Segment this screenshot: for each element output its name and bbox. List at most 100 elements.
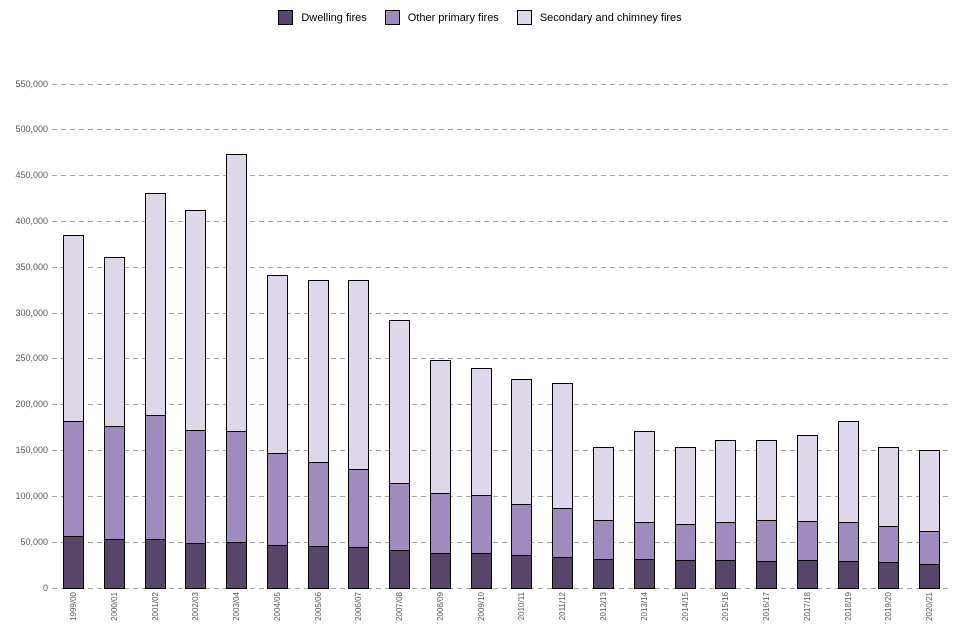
y-tick-label: 100,000 <box>15 490 48 501</box>
y-gridline <box>52 175 950 177</box>
x-tick-label: 2011/12 <box>558 592 568 621</box>
bar-segment-dwelling-fires <box>837 560 859 589</box>
bar-segment-secondary-and-chimney-fires <box>796 434 818 523</box>
legend-label-other-primary-fires: Other primary fires <box>407 11 499 24</box>
bar-segment-dwelling-fires <box>389 549 411 589</box>
bar-segment-secondary-and-chimney-fires <box>837 421 859 524</box>
bar-segment-other-primary-fires <box>837 522 859 562</box>
legend-swatch-dwelling-fires <box>278 10 294 25</box>
legend-swatch-other-primary-fires <box>384 10 400 25</box>
y-gridline <box>52 358 950 360</box>
y-tick-label: 200,000 <box>15 399 48 410</box>
x-tick-label: 2018/19 <box>843 592 853 621</box>
bar-segment-other-primary-fires <box>185 430 207 545</box>
bar-segment-other-primary-fires <box>144 414 166 540</box>
bar-segment-secondary-and-chimney-fires <box>307 280 329 464</box>
y-gridline <box>52 83 950 85</box>
legend: Dwelling fires Other primary fires Secon… <box>0 10 960 25</box>
bar-segment-other-primary-fires <box>796 521 818 561</box>
bar-segment-other-primary-fires <box>226 431 248 544</box>
x-tick-label: 2000/01 <box>109 592 119 621</box>
legend-item-dwelling-fires: Dwelling fires <box>278 10 367 25</box>
bar-segment-other-primary-fires <box>266 453 288 546</box>
y-tick-label: 450,000 <box>15 170 48 181</box>
x-tick-label: 2013/14 <box>639 592 649 621</box>
bar-segment-dwelling-fires <box>756 560 778 589</box>
bar-segment-secondary-and-chimney-fires <box>593 446 614 522</box>
x-tick-label: 2012/13 <box>599 592 608 621</box>
bar-segment-dwelling-fires <box>511 555 533 589</box>
x-tick-label: 2001/02 <box>150 592 160 621</box>
x-tick-label: 2019/20 <box>884 592 894 621</box>
bar-segment-secondary-and-chimney-fires <box>185 210 207 432</box>
bar-segment-other-primary-fires <box>593 520 614 560</box>
bar-segment-dwelling-fires <box>266 544 288 589</box>
bar-segment-other-primary-fires <box>552 508 574 558</box>
bar-segment-dwelling-fires <box>226 542 248 589</box>
legend-label-secondary-chimney-fires: Secondary and chimney fires <box>539 11 682 24</box>
legend-label-dwelling-fires: Dwelling fires <box>301 11 367 24</box>
bar-segment-other-primary-fires <box>389 482 411 551</box>
bar-segment-secondary-and-chimney-fires <box>674 446 696 525</box>
legend-swatch-secondary-chimney-fires <box>516 10 532 25</box>
x-tick-label: 2015/16 <box>721 592 731 621</box>
bar-segment-secondary-and-chimney-fires <box>63 235 84 423</box>
x-tick-label: 2004/05 <box>272 592 282 621</box>
bar-segment-dwelling-fires <box>470 553 492 589</box>
y-gridline <box>52 312 950 314</box>
bar-segment-secondary-and-chimney-fires <box>226 153 248 433</box>
bar-segment-dwelling-fires <box>715 559 737 589</box>
y-gridline <box>52 450 950 452</box>
bar-segment-secondary-and-chimney-fires <box>103 257 125 427</box>
bar-segment-dwelling-fires <box>674 559 696 589</box>
x-tick-label: 2016/17 <box>762 592 772 621</box>
bar-segment-dwelling-fires <box>63 535 84 589</box>
bar-segment-other-primary-fires <box>307 462 329 547</box>
x-tick-label: 2007/08 <box>395 592 405 621</box>
bar-segment-secondary-and-chimney-fires <box>429 359 451 494</box>
bar-segment-dwelling-fires <box>144 538 166 589</box>
bar-segment-secondary-and-chimney-fires <box>715 439 737 524</box>
bar-segment-dwelling-fires <box>919 564 941 589</box>
bar-segment-dwelling-fires <box>878 562 900 589</box>
bar-segment-secondary-and-chimney-fires <box>878 446 900 527</box>
x-tick-label: 2003/04 <box>232 592 242 621</box>
y-gridline <box>52 495 950 497</box>
bar-segment-dwelling-fires <box>552 556 574 589</box>
bar-segment-dwelling-fires <box>796 559 818 589</box>
bar-segment-secondary-and-chimney-fires <box>389 319 411 484</box>
y-gridline <box>52 220 950 222</box>
x-tick-label: 1999/00 <box>69 592 78 621</box>
y-gridline <box>52 404 950 406</box>
bar-segment-other-primary-fires <box>429 492 451 555</box>
y-gridline <box>52 266 950 268</box>
bar-segment-dwelling-fires <box>185 543 207 589</box>
bar-segment-secondary-and-chimney-fires <box>552 382 574 510</box>
x-tick-label: 2014/15 <box>680 592 690 621</box>
bar-segment-other-primary-fires <box>919 531 941 566</box>
y-tick-label: 150,000 <box>15 445 48 456</box>
x-tick-label: 2009/10 <box>476 592 486 621</box>
bar-segment-other-primary-fires <box>674 523 696 561</box>
bar-segment-dwelling-fires <box>633 558 655 589</box>
bar-segment-other-primary-fires <box>348 468 370 548</box>
y-tick-label: 400,000 <box>15 215 48 226</box>
y-tick-label: 350,000 <box>15 261 48 272</box>
bar-segment-other-primary-fires <box>63 421 84 537</box>
bar-segment-dwelling-fires <box>103 538 125 589</box>
x-tick-label: 2005/06 <box>313 592 323 621</box>
y-gridline <box>52 129 950 131</box>
bar-segment-dwelling-fires <box>593 558 614 589</box>
x-tick-label: 2006/07 <box>354 592 364 621</box>
bar-segment-other-primary-fires <box>470 495 492 555</box>
bar-segment-secondary-and-chimney-fires <box>756 439 778 522</box>
x-tick-label: 2017/18 <box>802 592 812 621</box>
x-tick-label: 2002/03 <box>191 592 201 621</box>
y-tick-label: 250,000 <box>15 353 48 364</box>
y-tick-label: 550,000 <box>15 78 48 89</box>
bar-segment-other-primary-fires <box>633 522 655 560</box>
bar-segment-secondary-and-chimney-fires <box>511 379 533 505</box>
bar-segment-secondary-and-chimney-fires <box>919 449 941 533</box>
bar-segment-other-primary-fires <box>878 525 900 564</box>
